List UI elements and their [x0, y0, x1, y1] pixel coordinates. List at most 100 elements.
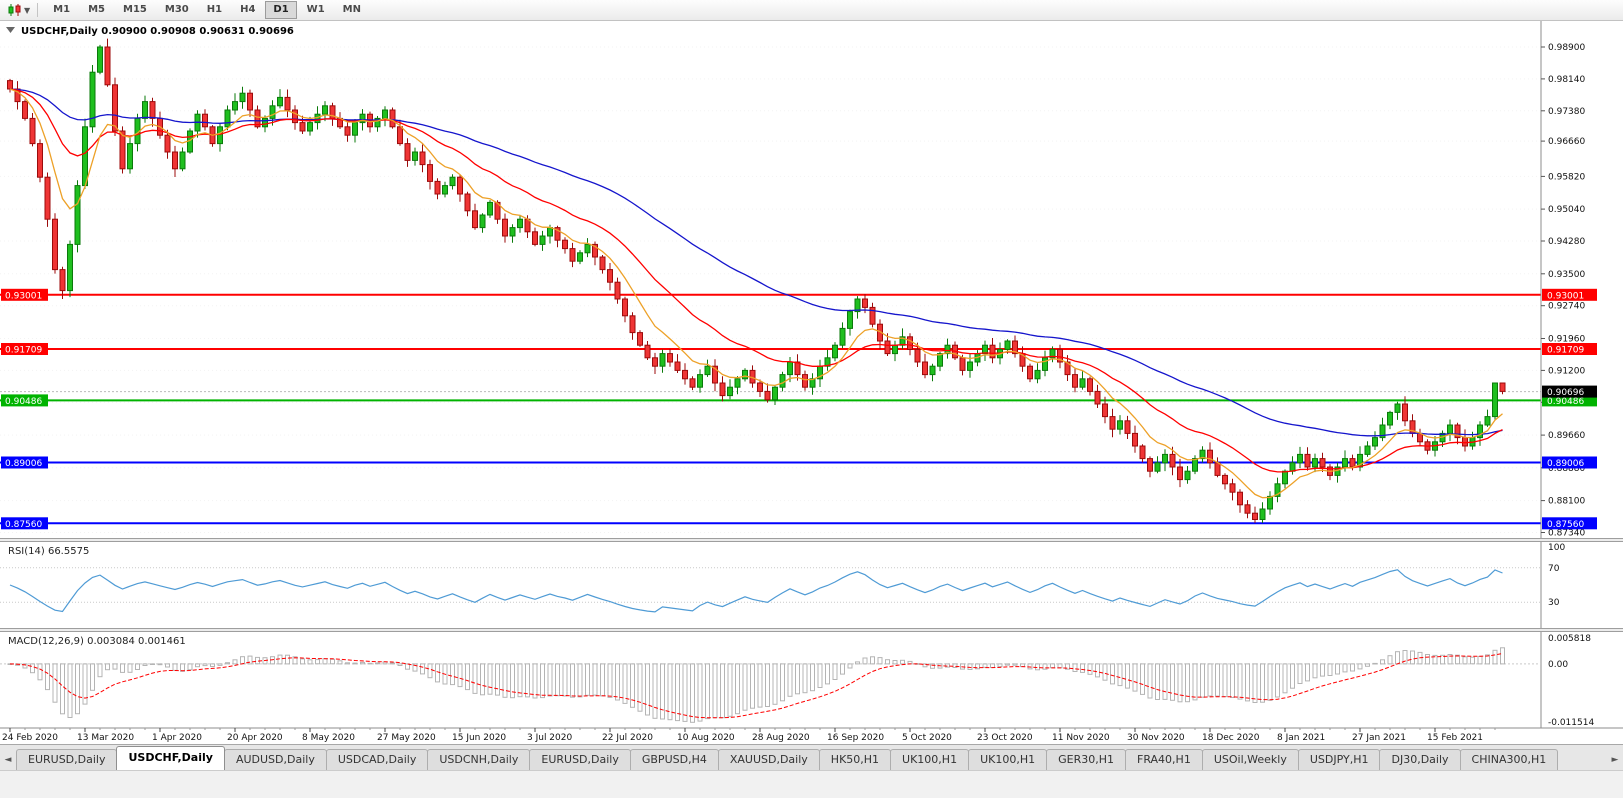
- svg-text:0.87560: 0.87560: [5, 520, 42, 530]
- timeframe-button-m15[interactable]: M15: [123, 4, 147, 15]
- svg-text:27 Jan 2021: 27 Jan 2021: [1352, 733, 1406, 743]
- chevron-down-icon: ▼: [24, 5, 31, 15]
- date-axis[interactable]: 24 Feb 2020 13 Mar 2020 1 Apr 2020 20 Apr 2…: [0, 727, 1623, 743]
- svg-text:27 May 2020: 27 May 2020: [377, 733, 436, 743]
- svg-text:0.95040: 0.95040: [1548, 205, 1585, 215]
- timeframe-button-mn[interactable]: MN: [342, 4, 361, 15]
- svg-text:28 Aug 2020: 28 Aug 2020: [752, 733, 810, 743]
- svg-text:13 Mar 2020: 13 Mar 2020: [77, 733, 134, 743]
- status-bar: [0, 770, 1623, 798]
- moving-average-lines: [9, 88, 1503, 499]
- svg-text:5 Oct 2020: 5 Oct 2020: [902, 733, 952, 743]
- price-axis[interactable]: 0.98900 0.98140 0.97380 0.96660 0.95820 0.950…: [1, 21, 1623, 728]
- chart-canvas[interactable]: 0.98900 0.98140 0.97380 0.96660 0.95820 0.950…: [0, 21, 1623, 744]
- svg-text:3 Jul 2020: 3 Jul 2020: [527, 733, 572, 743]
- svg-text:0.94280: 0.94280: [1548, 237, 1585, 247]
- svg-text:0.89660: 0.89660: [1548, 431, 1585, 441]
- svg-text:0.93500: 0.93500: [1548, 270, 1585, 280]
- chart-tabbar: ◄ EURUSD,Daily USDCHF,Daily AUDUSD,Daily US…: [0, 744, 1623, 770]
- chart-tab-eurusd-daily[interactable]: EURUSD,Daily: [16, 749, 118, 770]
- svg-text:0.92740: 0.92740: [1548, 302, 1585, 312]
- chart-tab-xauusd-daily[interactable]: XAUUSD,Daily: [717, 749, 820, 770]
- chart-tab-usoil-weekly[interactable]: USOil,Weekly: [1201, 749, 1299, 770]
- svg-text:0.005818: 0.005818: [1548, 634, 1591, 644]
- macd-panel: MACD(12,26,9) 0.003084 0.001461 0.005818 0…: [0, 634, 1594, 728]
- timeframe-buttons: M1 M5 M15 M30 H1 H4 D1 W1 MN: [44, 1, 370, 19]
- svg-text:0.91960: 0.91960: [1548, 335, 1585, 345]
- chart-tab-gbpusd-h4[interactable]: GBPUSD,H4: [629, 749, 719, 770]
- svg-text:15 Feb 2021: 15 Feb 2021: [1427, 733, 1483, 743]
- svg-text:20 Apr 2020: 20 Apr 2020: [227, 733, 283, 743]
- svg-text:0.91709: 0.91709: [5, 346, 42, 356]
- svg-text:0.95820: 0.95820: [1548, 172, 1585, 182]
- svg-text:0.91200: 0.91200: [1548, 366, 1585, 376]
- chart-tabs-strip: EURUSD,Daily USDCHF,Daily AUDUSD,Daily USDC…: [16, 744, 1607, 770]
- chart-tab-eurusd-daily[interactable]: EURUSD,Daily: [529, 749, 631, 770]
- svg-text:11 Nov 2020: 11 Nov 2020: [1052, 733, 1110, 743]
- timeframe-button-m5[interactable]: M5: [88, 4, 105, 15]
- timeframe-button-w1[interactable]: W1: [306, 4, 325, 15]
- svg-text:10 Aug 2020: 10 Aug 2020: [677, 733, 735, 743]
- chart-tab-fra40-h1[interactable]: FRA40,H1: [1125, 749, 1203, 770]
- rsi-panel: RSI(14) 66.5575 100 70 30: [0, 543, 1565, 613]
- svg-text:70: 70: [1548, 564, 1560, 574]
- chart-tab-audusd-daily[interactable]: AUDUSD,Daily: [223, 749, 327, 770]
- timeframe-button-d1[interactable]: D1: [265, 1, 297, 19]
- svg-text:18 Dec 2020: 18 Dec 2020: [1202, 733, 1260, 743]
- candlestick-chart-tool[interactable]: ▼: [4, 2, 33, 18]
- svg-text:0.90696: 0.90696: [1547, 388, 1584, 398]
- chart-tab-ger30-h1[interactable]: GER30,H1: [1046, 749, 1126, 770]
- svg-text:22 Jul 2020: 22 Jul 2020: [602, 733, 653, 743]
- svg-text:0.97380: 0.97380: [1548, 107, 1585, 117]
- svg-text:0.90486: 0.90486: [1547, 397, 1584, 407]
- svg-text:30 Nov 2020: 30 Nov 2020: [1127, 733, 1185, 743]
- svg-text:8 Jan 2021: 8 Jan 2021: [1277, 733, 1325, 743]
- candles: [7, 38, 1506, 523]
- svg-text:30: 30: [1548, 598, 1560, 608]
- toolbar-separator: [37, 3, 39, 17]
- svg-text:MACD(12,26,9) 0.003084 0.00146: MACD(12,26,9) 0.003084 0.001461: [8, 636, 186, 647]
- svg-text:0.91709: 0.91709: [1547, 346, 1584, 356]
- chart-tab-usdjpy-h1[interactable]: USDJPY,H1: [1297, 749, 1381, 770]
- svg-text:15 Jun 2020: 15 Jun 2020: [452, 733, 506, 743]
- timeframe-toolbar: ▼ M1 M5 M15 M30 H1 H4 D1 W1 MN: [0, 0, 1623, 21]
- svg-text:USDCHF,Daily 0.90900 0.90908 0: USDCHF,Daily 0.90900 0.90908 0.90631 0.9…: [21, 26, 294, 37]
- svg-text:0.88880: 0.88880: [1548, 464, 1585, 474]
- svg-text:0.90486: 0.90486: [5, 397, 42, 407]
- svg-text:0.88100: 0.88100: [1548, 497, 1585, 507]
- horizontal-lines: [0, 293, 1541, 525]
- svg-text:0.87560: 0.87560: [1547, 520, 1584, 530]
- chart-tab-usdcad-daily[interactable]: USDCAD,Daily: [325, 749, 429, 770]
- svg-text:16 Sep 2020: 16 Sep 2020: [827, 733, 884, 743]
- svg-text:0.98140: 0.98140: [1548, 75, 1585, 85]
- svg-text:0.96660: 0.96660: [1548, 137, 1585, 147]
- timeframe-button-h4[interactable]: H4: [240, 4, 256, 15]
- chart-tab-usdchf-daily[interactable]: USDCHF,Daily: [116, 746, 225, 770]
- svg-text:1 Apr 2020: 1 Apr 2020: [152, 733, 202, 743]
- timeframe-button-m1[interactable]: M1: [53, 4, 71, 15]
- timeframe-button-h1[interactable]: H1: [206, 4, 223, 15]
- svg-text:8 May 2020: 8 May 2020: [302, 733, 355, 743]
- chart-window[interactable]: 0.98900 0.98140 0.97380 0.96660 0.95820 0.950…: [0, 21, 1623, 744]
- svg-text:0.98900: 0.98900: [1548, 43, 1585, 53]
- svg-text:0.00: 0.00: [1548, 660, 1568, 670]
- svg-text:0.87340: 0.87340: [1548, 529, 1585, 539]
- tabs-scroll-left-button[interactable]: ◄: [4, 754, 12, 765]
- chart-tab-china300-h1[interactable]: CHINA300,H1: [1459, 749, 1559, 770]
- svg-text:RSI(14) 66.5575: RSI(14) 66.5575: [8, 546, 89, 557]
- chart-tab-uk100-h1[interactable]: UK100,H1: [890, 749, 970, 770]
- svg-text:0.93001: 0.93001: [5, 291, 42, 301]
- chart-tab-hk50-h1[interactable]: HK50,H1: [818, 749, 892, 770]
- chart-tab-dj30-daily[interactable]: DJ30,Daily: [1379, 749, 1461, 770]
- svg-text:0.89006: 0.89006: [1547, 459, 1584, 469]
- tabs-scroll-right-button[interactable]: ►: [1611, 754, 1619, 765]
- chart-title: USDCHF,Daily 0.90900 0.90908 0.90631 0.9…: [6, 26, 294, 37]
- timeframe-button-m30[interactable]: M30: [164, 4, 189, 15]
- chart-tab-uk100-h1[interactable]: UK100,H1: [968, 749, 1048, 770]
- chart-tab-usdcnh-daily[interactable]: USDCNH,Daily: [427, 749, 531, 770]
- svg-text:0.89006: 0.89006: [5, 459, 42, 469]
- svg-text:-0.011514: -0.011514: [1548, 718, 1594, 728]
- candlestick-icon: [8, 4, 21, 16]
- svg-text:24 Feb 2020: 24 Feb 2020: [2, 733, 58, 743]
